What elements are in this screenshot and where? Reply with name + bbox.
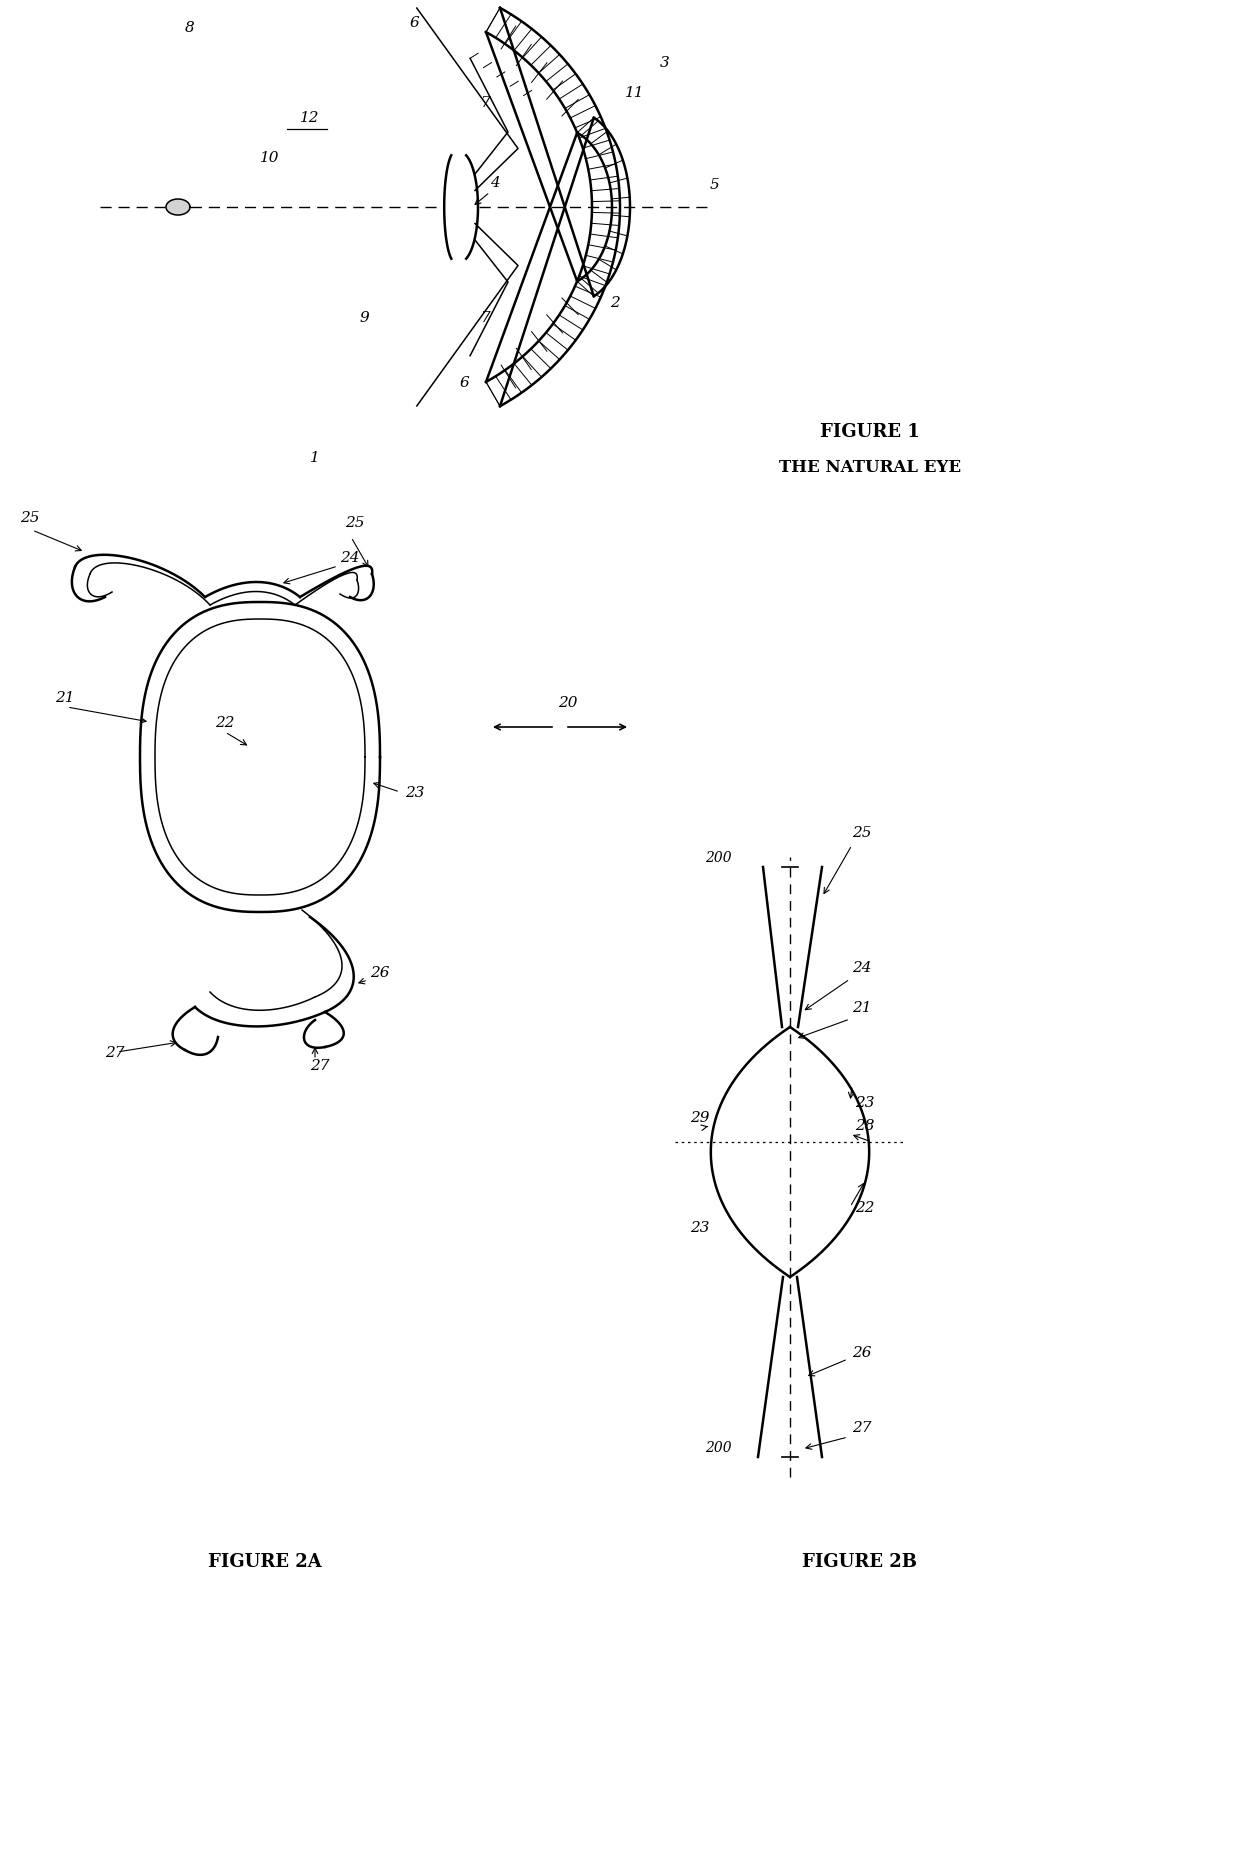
Text: 4: 4 bbox=[490, 176, 500, 189]
Text: 21: 21 bbox=[852, 1001, 872, 1016]
Text: 200: 200 bbox=[706, 1441, 732, 1456]
Polygon shape bbox=[166, 199, 190, 215]
Text: 200: 200 bbox=[706, 851, 732, 865]
Text: 10: 10 bbox=[260, 150, 279, 165]
Text: 20: 20 bbox=[558, 696, 578, 709]
Text: 28: 28 bbox=[856, 1120, 874, 1133]
Text: 11: 11 bbox=[625, 85, 645, 100]
Text: 25: 25 bbox=[20, 511, 40, 526]
Text: 24: 24 bbox=[852, 962, 872, 975]
Text: 26: 26 bbox=[370, 966, 389, 980]
Text: 29: 29 bbox=[689, 1110, 709, 1125]
Text: 7: 7 bbox=[480, 97, 490, 110]
Text: 12: 12 bbox=[300, 111, 320, 124]
Text: 2: 2 bbox=[610, 295, 620, 310]
Text: 9: 9 bbox=[360, 310, 370, 325]
Text: 27: 27 bbox=[310, 1058, 330, 1073]
Text: 1: 1 bbox=[310, 451, 320, 464]
Text: 5: 5 bbox=[711, 178, 719, 191]
Text: 24: 24 bbox=[340, 552, 360, 565]
Text: 25: 25 bbox=[852, 826, 872, 839]
Text: 6: 6 bbox=[460, 375, 470, 390]
Text: 6: 6 bbox=[410, 17, 420, 30]
Text: 27: 27 bbox=[105, 1045, 124, 1060]
Text: 3: 3 bbox=[660, 56, 670, 71]
Text: 22: 22 bbox=[215, 717, 234, 730]
Polygon shape bbox=[444, 156, 477, 258]
Text: 25: 25 bbox=[345, 516, 365, 529]
Text: FIGURE 2B: FIGURE 2B bbox=[802, 1552, 918, 1571]
Text: 27: 27 bbox=[852, 1421, 872, 1435]
Text: 22: 22 bbox=[856, 1201, 874, 1214]
Text: 23: 23 bbox=[405, 786, 424, 800]
Text: THE NATURAL EYE: THE NATURAL EYE bbox=[779, 459, 961, 475]
Text: 8: 8 bbox=[185, 20, 195, 35]
Text: 23: 23 bbox=[856, 1096, 874, 1110]
Text: 7: 7 bbox=[480, 310, 490, 325]
Text: FIGURE 2A: FIGURE 2A bbox=[208, 1552, 322, 1571]
Text: 23: 23 bbox=[689, 1222, 709, 1235]
Text: 21: 21 bbox=[55, 691, 74, 706]
Text: FIGURE 1: FIGURE 1 bbox=[820, 423, 920, 440]
Text: 26: 26 bbox=[852, 1346, 872, 1359]
